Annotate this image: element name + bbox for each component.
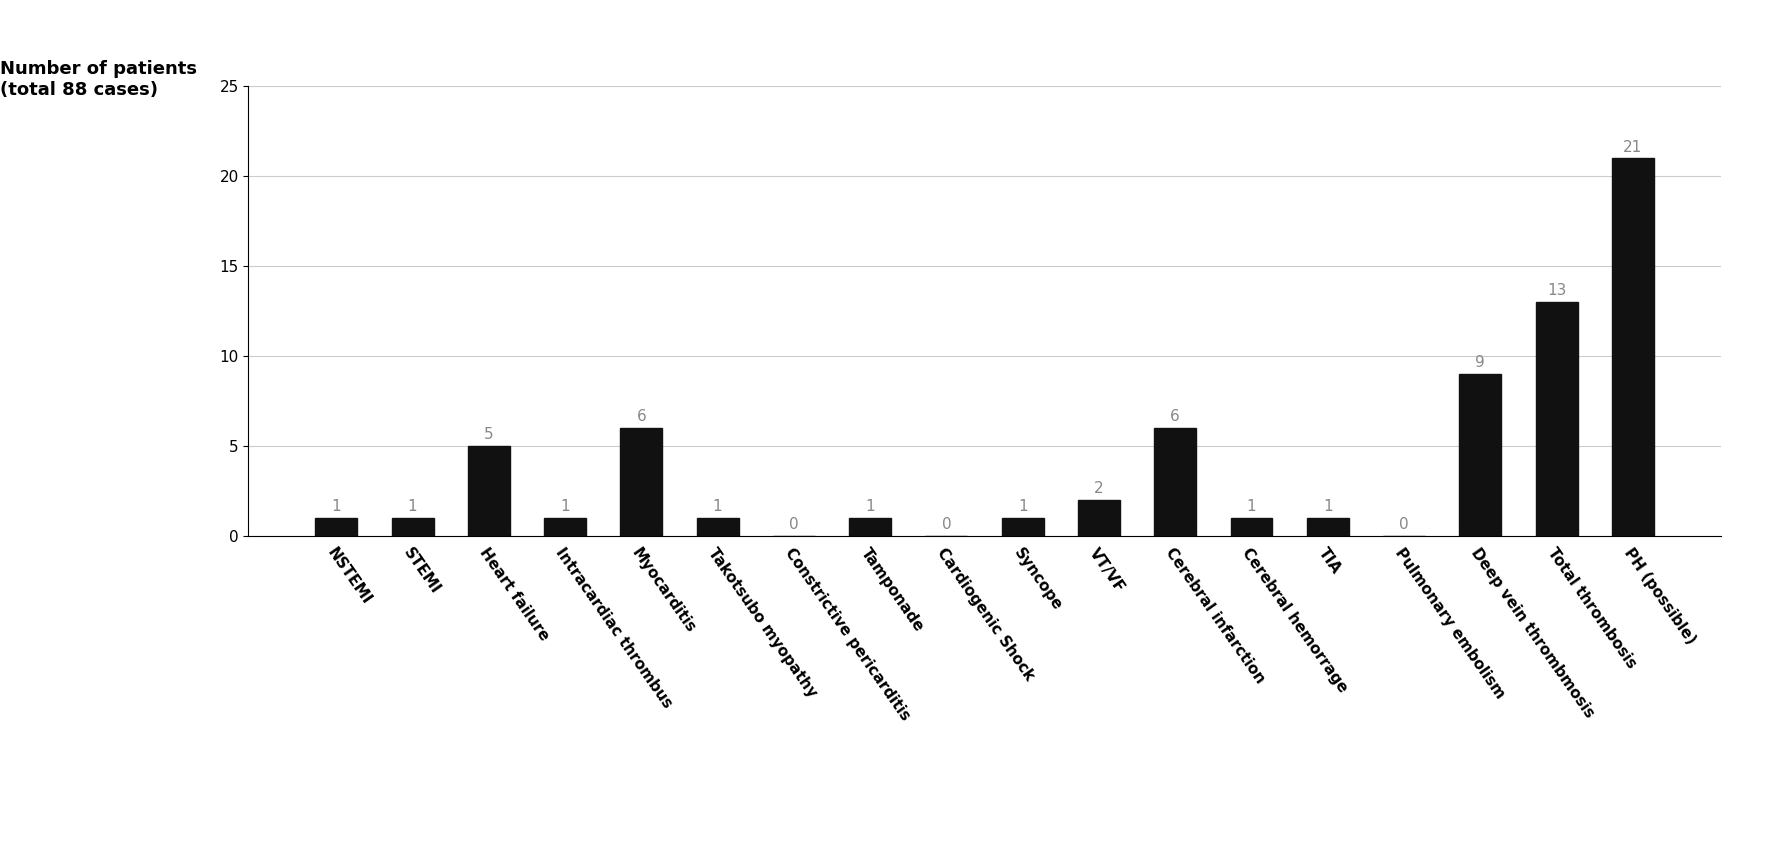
Text: 1: 1 — [1018, 499, 1027, 514]
Bar — [1154, 428, 1195, 536]
Bar — [316, 518, 356, 536]
Text: 6: 6 — [637, 410, 645, 424]
Bar — [1459, 374, 1500, 536]
Text: 1: 1 — [332, 499, 340, 514]
Text: 13: 13 — [1546, 283, 1566, 298]
Text: 0: 0 — [941, 517, 950, 532]
Bar — [1535, 302, 1576, 536]
Bar — [697, 518, 738, 536]
Text: 1: 1 — [1246, 499, 1255, 514]
Bar — [849, 518, 890, 536]
Text: 1: 1 — [713, 499, 722, 514]
Bar — [1230, 518, 1271, 536]
Text: 5: 5 — [484, 427, 493, 442]
Text: 2: 2 — [1094, 481, 1103, 496]
Text: 6: 6 — [1170, 410, 1179, 424]
Text: 21: 21 — [1622, 140, 1642, 155]
Text: 1: 1 — [560, 499, 569, 514]
Text: 1: 1 — [865, 499, 874, 514]
Bar — [468, 446, 509, 536]
Text: 0: 0 — [789, 517, 798, 532]
Bar — [1078, 499, 1119, 536]
Text: 1: 1 — [408, 499, 417, 514]
Bar — [621, 428, 661, 536]
Bar — [1002, 518, 1043, 536]
Bar — [1612, 158, 1652, 536]
Text: 0: 0 — [1399, 517, 1408, 532]
Text: Number of patients
(total 88 cases): Number of patients (total 88 cases) — [0, 60, 197, 99]
Bar — [1307, 518, 1347, 536]
Text: 1: 1 — [1323, 499, 1332, 514]
Text: 9: 9 — [1475, 355, 1484, 371]
Bar — [544, 518, 585, 536]
Bar — [392, 518, 433, 536]
